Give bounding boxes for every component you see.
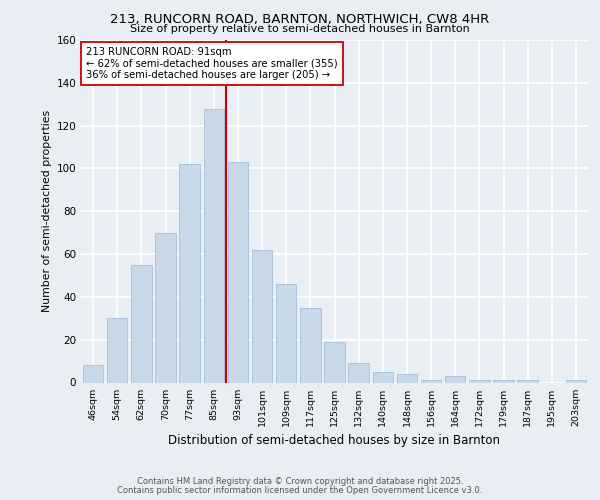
- Text: Contains HM Land Registry data © Crown copyright and database right 2025.: Contains HM Land Registry data © Crown c…: [137, 477, 463, 486]
- Bar: [131, 265, 152, 382]
- Bar: [252, 250, 272, 382]
- Bar: [324, 342, 345, 382]
- Bar: [107, 318, 127, 382]
- Bar: [493, 380, 514, 382]
- Bar: [155, 232, 176, 382]
- X-axis label: Distribution of semi-detached houses by size in Barnton: Distribution of semi-detached houses by …: [169, 434, 500, 447]
- Bar: [421, 380, 442, 382]
- Bar: [469, 380, 490, 382]
- Bar: [179, 164, 200, 382]
- Text: 213 RUNCORN ROAD: 91sqm
← 62% of semi-detached houses are smaller (355)
36% of s: 213 RUNCORN ROAD: 91sqm ← 62% of semi-de…: [86, 47, 338, 80]
- Bar: [300, 308, 320, 382]
- Text: Size of property relative to semi-detached houses in Barnton: Size of property relative to semi-detach…: [130, 24, 470, 34]
- Bar: [397, 374, 417, 382]
- Bar: [83, 366, 103, 382]
- Text: Contains public sector information licensed under the Open Government Licence v3: Contains public sector information licen…: [118, 486, 482, 495]
- Bar: [276, 284, 296, 382]
- Y-axis label: Number of semi-detached properties: Number of semi-detached properties: [42, 110, 52, 312]
- Bar: [566, 380, 586, 382]
- Bar: [373, 372, 393, 382]
- Text: 213, RUNCORN ROAD, BARNTON, NORTHWICH, CW8 4HR: 213, RUNCORN ROAD, BARNTON, NORTHWICH, C…: [110, 12, 490, 26]
- Bar: [517, 380, 538, 382]
- Bar: [445, 376, 466, 382]
- Bar: [203, 108, 224, 382]
- Bar: [349, 363, 369, 382]
- Bar: [227, 162, 248, 382]
